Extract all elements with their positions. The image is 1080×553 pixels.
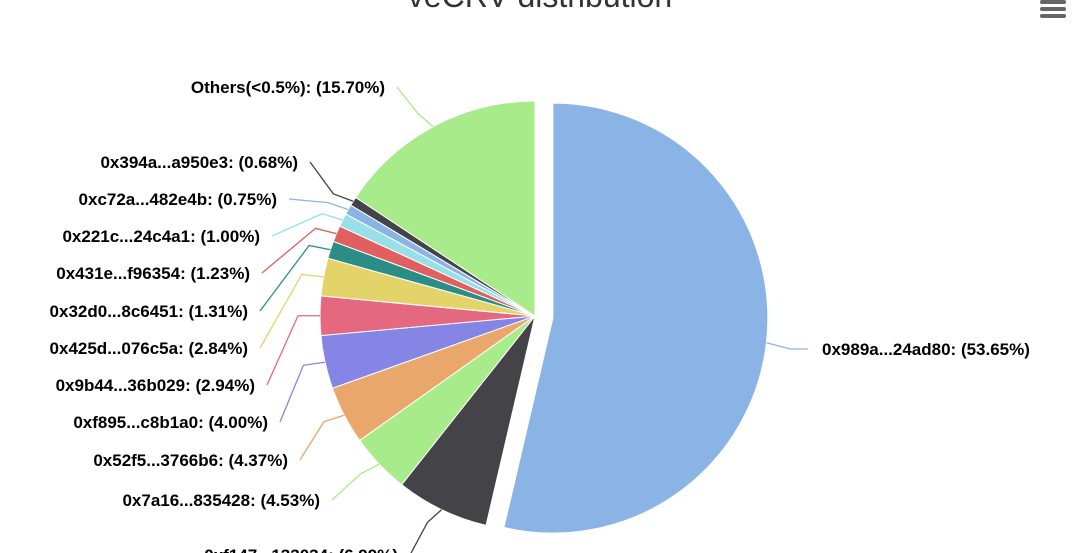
slice-data-label: 0x431e...f96354: (1.23%) — [56, 264, 250, 283]
slice-data-label: 0x394a...a950e3: (0.68%) — [100, 153, 298, 172]
slice-data-label: 0x221c...24c4a1: (1.00%) — [62, 227, 260, 246]
slice-connector-line — [266, 315, 321, 386]
slice-connector-line — [259, 273, 324, 349]
slice-data-label: 0x52f5...3766b6: (4.37%) — [93, 451, 288, 470]
slice-connector-line — [396, 86, 434, 128]
slice-data-label: 0xf895...c8b1a0: (4.00%) — [73, 413, 268, 432]
slice-connector-line — [309, 161, 354, 202]
slice-data-label: Others(<0.5%): (15.70%) — [191, 78, 385, 97]
slice-connector-line — [410, 509, 443, 553]
slice-data-label: 0x7a16...835428: (4.53%) — [122, 491, 320, 510]
chart-context-menu-button[interactable] — [1036, 0, 1070, 20]
slice-data-label: 0x9b44...36b029: (2.94%) — [56, 376, 255, 395]
slice-data-label: 0x425d...076c5a: (2.84%) — [50, 339, 248, 358]
slice-data-label: 0xc72a...482e4b: (0.75%) — [79, 190, 277, 209]
slice-connector-line — [271, 213, 343, 237]
slice-connector-line — [261, 227, 337, 274]
pie-slice[interactable] — [503, 102, 769, 534]
slice-connector-line — [288, 198, 349, 211]
chart-title: veCRV distribution — [0, 0, 1080, 15]
slice-connector-line — [766, 342, 808, 350]
slice-data-label: 0x989a...24ad80: (53.65%) — [822, 340, 1030, 359]
slice-data-label: 0x32d0...8c6451: (1.31%) — [50, 302, 248, 321]
slice-connector-line — [279, 361, 326, 423]
slice-data-label: 0xf147...133034: (6.99%) — [204, 546, 398, 553]
slice-connector-line — [331, 463, 380, 501]
slice-connector-line — [259, 244, 331, 312]
slice-connector-line — [299, 414, 345, 461]
